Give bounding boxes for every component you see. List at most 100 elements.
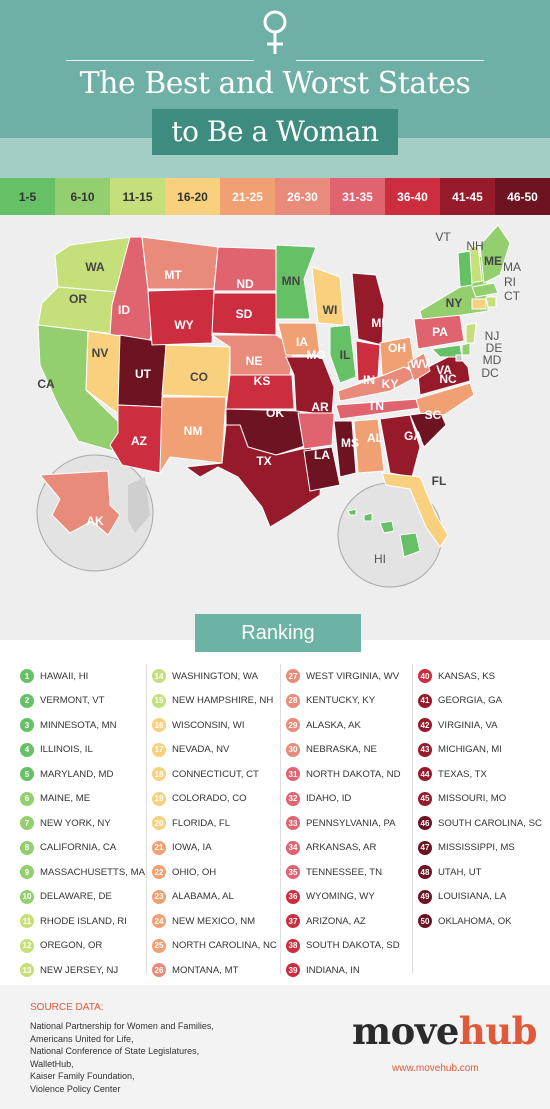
rank-badge: 24	[152, 914, 166, 929]
state-ma[interactable]	[471, 282, 499, 298]
rank-state-name: GEORGIA, GA	[438, 695, 502, 707]
state-ar[interactable]	[297, 412, 335, 450]
legend-range-6: 26-30	[275, 178, 330, 215]
state-label-az: AZ	[131, 434, 147, 448]
ranking-item: 48 UTAH, UT	[418, 860, 550, 885]
state-nm[interactable]	[159, 396, 227, 475]
rank-state-name: KENTUCKY, KY	[306, 695, 376, 707]
state-me[interactable]	[479, 224, 511, 284]
ranking-item: 44 TEXAS, TX	[418, 762, 550, 787]
ranking-item: 20 FLORIDA, FL	[152, 811, 284, 836]
state-wy[interactable]	[147, 288, 215, 346]
rank-state-name: FLORIDA, FL	[172, 817, 231, 829]
state-ak[interactable]	[38, 470, 121, 536]
brand-move: move	[352, 1009, 459, 1053]
state-label-ne: NE	[246, 354, 263, 368]
rank-badge: 43	[418, 742, 432, 757]
rank-state-name: MARYLAND, MD	[40, 768, 114, 780]
rank-state-name: RHODE ISLAND, RI	[40, 915, 127, 927]
rank-state-name: PENNSYLVANIA, PA	[306, 817, 396, 829]
ranking-item: 7 NEW YORK, NY	[20, 811, 152, 836]
state-label-nh: NH	[466, 239, 483, 253]
rank-badge: 21	[152, 840, 166, 855]
ranking-item: 6 MAINE, ME	[20, 787, 152, 812]
rank-badge: 13	[20, 963, 34, 978]
rank-badge: 34	[286, 840, 300, 855]
state-label-ri: RI	[504, 275, 516, 289]
rank-state-name: ARKANSAS, AR	[306, 842, 377, 854]
rank-state-name: NORTH CAROLINA, NC	[172, 940, 277, 952]
rank-badge: 16	[152, 718, 166, 733]
rank-badge: 37	[286, 914, 300, 929]
rank-state-name: OKLAHOMA, OK	[438, 915, 512, 927]
brand-url-link[interactable]: www.movehub.com	[392, 1063, 479, 1074]
state-label-md: MD	[483, 353, 502, 367]
rank-state-name: COLORADO, CO	[172, 793, 247, 805]
source-data-title: SOURCE DATA:	[30, 1002, 104, 1013]
state-label-nc: NC	[439, 372, 457, 386]
legend-range-8: 36-40	[385, 178, 440, 215]
state-tx[interactable]	[184, 424, 323, 528]
state-al[interactable]	[353, 418, 385, 474]
rank-badge: 23	[152, 889, 166, 904]
rank-badge: 50	[418, 914, 432, 929]
rank-badge: 17	[152, 742, 166, 757]
state-nc[interactable]	[415, 382, 475, 416]
movehub-logo[interactable]: movehub	[352, 1009, 538, 1053]
state-mn[interactable]	[275, 244, 317, 320]
rank-badge: 48	[418, 865, 432, 880]
state-hi[interactable]	[347, 508, 421, 558]
brand-hub: hub	[458, 1009, 538, 1053]
state-dc[interactable]	[455, 354, 463, 362]
ranking-item: 4 ILLINOIS, IL	[20, 738, 152, 763]
rank-state-name: LOUISIANA, LA	[438, 891, 507, 903]
ranking-column-4: 40 KANSAS, KS 41 GEORGIA, GA 42 VIRGINIA, VA 4…	[418, 664, 550, 934]
state-ga[interactable]	[379, 414, 421, 478]
state-label-ar: AR	[311, 400, 329, 414]
state-label-or: OR	[69, 292, 87, 306]
rank-badge: 29	[286, 718, 300, 733]
legend-range-9: 41-45	[440, 178, 495, 215]
state-label-al: AL	[367, 431, 383, 445]
state-ms[interactable]	[333, 420, 357, 478]
rank-badge: 39	[286, 963, 300, 978]
column-divider	[412, 664, 413, 974]
state-ia[interactable]	[277, 322, 321, 356]
state-label-nd: ND	[236, 277, 254, 291]
source-list: National Partnership for Women and Famil…	[30, 1020, 214, 1095]
source-line: WalletHub,	[30, 1058, 74, 1069]
rank-badge: 31	[286, 767, 300, 782]
state-vt[interactable]	[457, 250, 473, 288]
ranking-item: 37 ARIZONA, AZ	[286, 909, 418, 934]
state-ri[interactable]	[485, 296, 497, 308]
ranking-item: 10 DELAWARE, DE	[20, 885, 152, 910]
state-va[interactable]	[417, 352, 471, 396]
header: The Best and Worst States to Be a Woman	[0, 0, 550, 178]
state-wv[interactable]	[407, 352, 431, 382]
source-line: National Partnership for Women and Famil…	[30, 1021, 214, 1031]
state-label-ks: KS	[254, 374, 271, 388]
rank-state-name: WEST VIRGINIA, WV	[306, 670, 400, 682]
ranking-item: 50 OKLAHOMA, OK	[418, 909, 550, 934]
rank-badge: 22	[152, 865, 166, 880]
state-ct[interactable]	[471, 298, 487, 310]
state-de[interactable]	[461, 342, 471, 356]
state-label-ga: GA	[404, 429, 422, 443]
footer: SOURCE DATA: National Partnership for Wo…	[0, 985, 550, 1109]
state-il[interactable]	[329, 324, 357, 384]
state-label-mt: MT	[164, 268, 182, 282]
canada-land-shape	[128, 477, 150, 533]
state-fl[interactable]	[381, 472, 449, 548]
state-label-nm: NM	[184, 424, 203, 438]
rank-badge: 2	[20, 693, 34, 708]
rank-state-name: NEBRASKA, NE	[306, 744, 377, 756]
rank-badge: 45	[418, 791, 432, 806]
state-wi[interactable]	[311, 266, 345, 326]
state-mi[interactable]	[351, 272, 385, 346]
state-ks[interactable]	[225, 374, 295, 410]
state-la[interactable]	[303, 446, 341, 492]
rank-badge: 32	[286, 791, 300, 806]
state-nj[interactable]	[465, 322, 477, 344]
ranking-item: 12 OREGON, OR	[20, 934, 152, 959]
ranking-list: 1 HAWAII, HI 2 VERMONT, VT 3 MINNESOTA, MN 4 IL…	[20, 664, 550, 984]
